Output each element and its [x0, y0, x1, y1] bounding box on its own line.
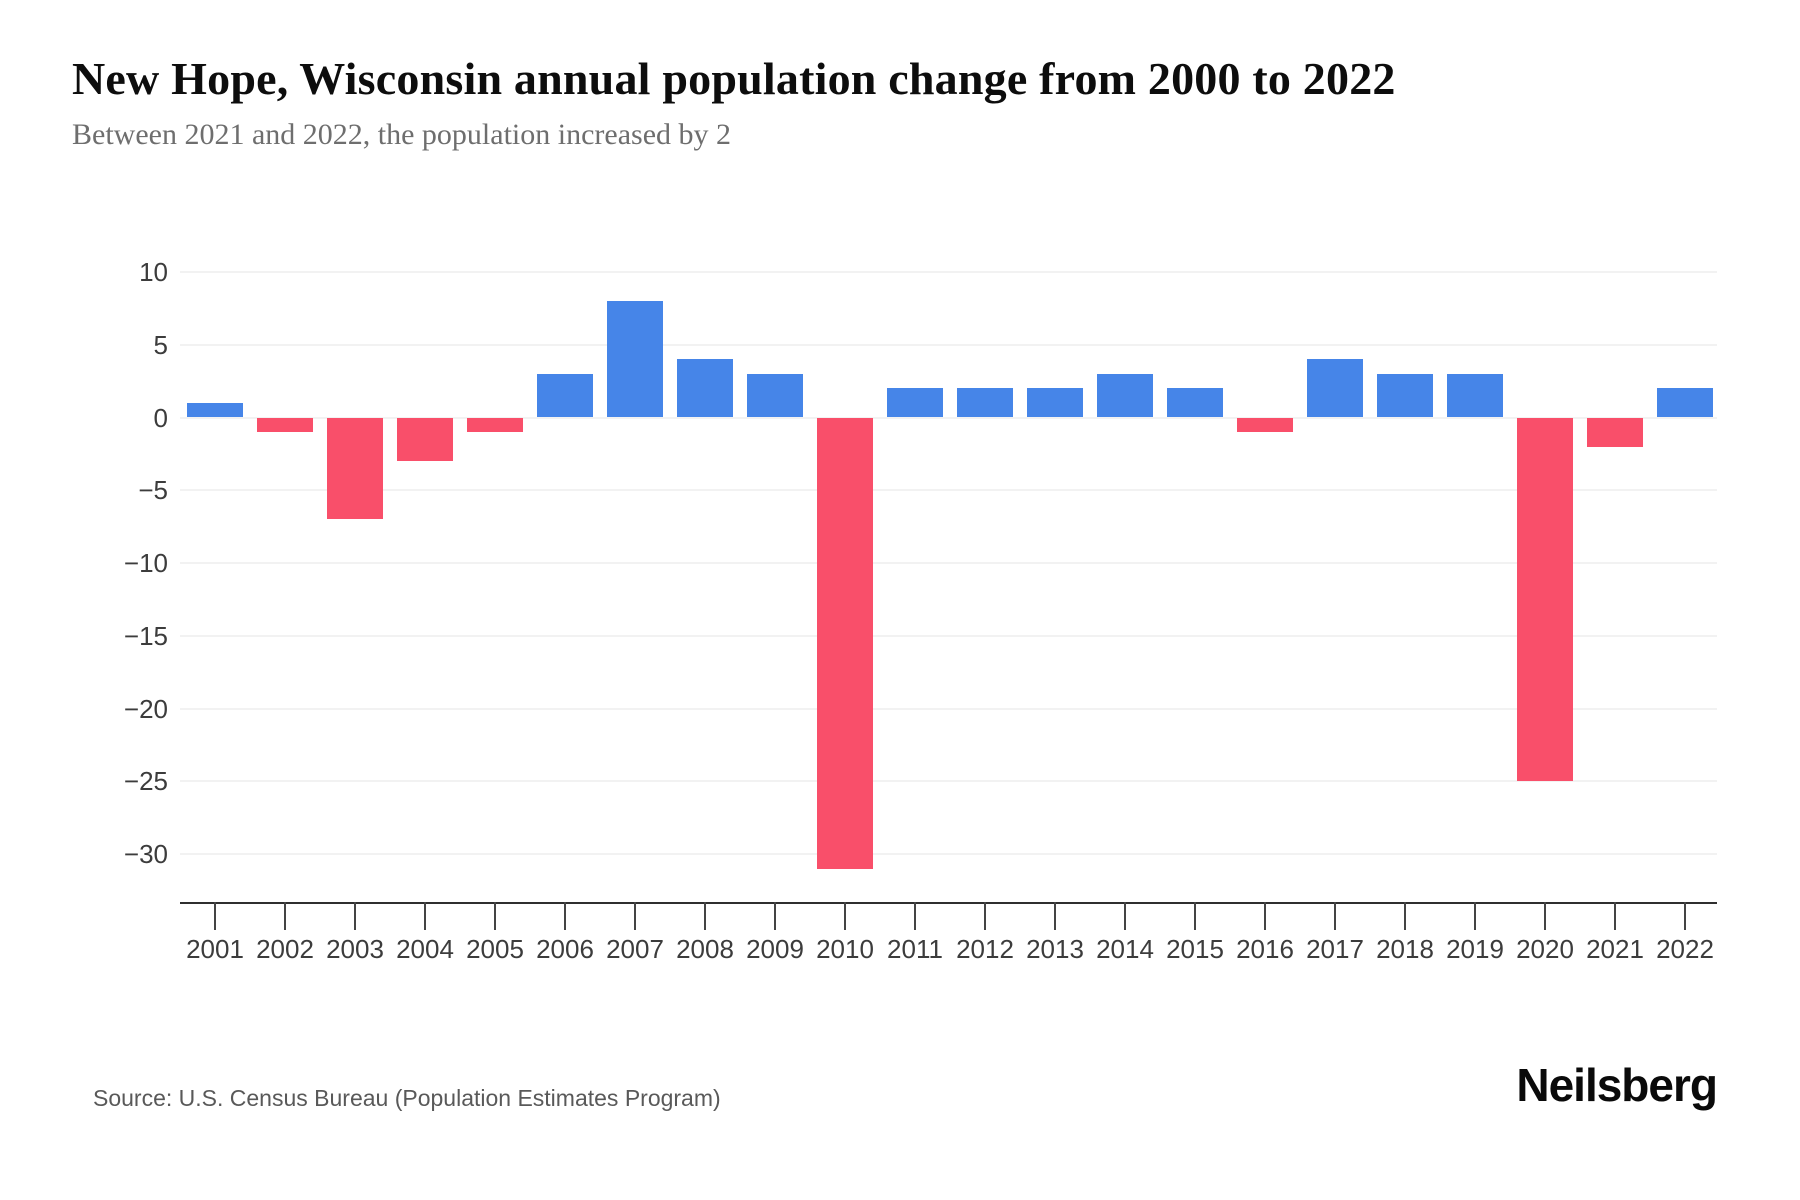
neilsberg-logo: Neilsberg — [1516, 1059, 1718, 1111]
y-tick-label--5: −5 — [138, 475, 168, 506]
x-tick-2014 — [1124, 902, 1126, 930]
x-tick-2018 — [1404, 902, 1406, 930]
x-tick-label-2005: 2005 — [466, 934, 524, 964]
x-tick-label-2004: 2004 — [396, 934, 454, 964]
bar-2006 — [537, 373, 593, 418]
x-tick-2005 — [494, 902, 496, 930]
bar-2020 — [1517, 417, 1573, 782]
gridline--15 — [180, 634, 1717, 637]
bar-2016 — [1237, 417, 1293, 433]
bar-2021 — [1587, 417, 1643, 447]
gridline-0 — [180, 416, 1717, 419]
bar-2002 — [257, 417, 313, 433]
bar-2003 — [327, 417, 383, 520]
bar-2010 — [817, 417, 873, 869]
bar-2014 — [1097, 373, 1153, 418]
y-axis-labels: 10 5 0 −5 −10 −15 −20 −25 −30 — [0, 0, 168, 1000]
y-tick-label-10: 10 — [139, 257, 168, 287]
x-tick-label-2007: 2007 — [606, 934, 664, 964]
bar-2004 — [397, 417, 453, 462]
source-note: Source: U.S. Census Bureau (Population E… — [93, 1085, 721, 1111]
x-tick-2003 — [354, 902, 356, 930]
gridline--20 — [180, 707, 1717, 710]
gridline--30 — [180, 853, 1717, 855]
chart-subtitle: Between 2021 and 2022, the population in… — [72, 118, 732, 151]
x-tick-2015 — [1194, 902, 1196, 930]
x-tick-label-2006: 2006 — [536, 934, 594, 964]
bar-2015 — [1167, 388, 1223, 418]
x-tick-label-2018: 2018 — [1376, 934, 1434, 964]
x-tick-label-2016: 2016 — [1236, 934, 1294, 964]
bar-2012 — [957, 388, 1013, 418]
bar-2007 — [607, 301, 663, 418]
bar-2019 — [1447, 373, 1503, 418]
chart-title: New Hope, Wisconsin annual population ch… — [72, 53, 1396, 104]
x-tick-2008 — [704, 902, 706, 930]
y-tick-label--15: −15 — [123, 620, 168, 651]
bar-2011 — [887, 388, 943, 418]
bar-2013 — [1027, 388, 1083, 418]
x-tick-label-2019: 2019 — [1446, 934, 1504, 964]
bar-2018 — [1377, 373, 1433, 418]
x-axis-line — [180, 902, 1717, 904]
x-tick-2016 — [1264, 902, 1266, 930]
x-tick-label-2002: 2002 — [256, 934, 314, 964]
gridline-10 — [180, 271, 1717, 273]
x-tick-label-2017: 2017 — [1306, 934, 1364, 964]
x-tick-2019 — [1474, 902, 1476, 930]
x-tick-2022 — [1684, 902, 1686, 930]
x-tick-label-2022: 2022 — [1656, 934, 1714, 964]
x-tick-label-2012: 2012 — [956, 934, 1014, 964]
bar-2005 — [467, 417, 523, 433]
plot-area: 2001 2002 2003 2004 2005 2006 2007 2008 2009 2010… — [180, 230, 1717, 964]
bar-2001 — [187, 402, 243, 418]
x-tick-label-2001: 2001 — [186, 934, 244, 964]
x-tick-2007 — [634, 902, 636, 930]
x-tick-label-2010: 2010 — [816, 934, 874, 964]
y-tick-label-5: 5 — [153, 329, 168, 360]
x-tick-2021 — [1614, 902, 1616, 930]
bar-2022 — [1657, 388, 1713, 418]
x-tick-2012 — [984, 902, 986, 930]
x-tick-label-2015: 2015 — [1166, 934, 1224, 964]
gridline--25 — [180, 780, 1717, 783]
x-tick-2017 — [1334, 902, 1336, 930]
x-tick-2009 — [774, 902, 776, 930]
x-tick-2002 — [284, 902, 286, 930]
x-tick-label-2003: 2003 — [326, 934, 384, 964]
y-tick-label--30: −30 — [123, 839, 168, 869]
x-tick-label-2014: 2014 — [1096, 934, 1154, 964]
x-tick-2020 — [1544, 902, 1546, 930]
x-tick-label-2011: 2011 — [887, 934, 943, 964]
y-tick-label--25: −25 — [123, 766, 168, 797]
bar-2017 — [1307, 359, 1363, 418]
bar-2009 — [747, 373, 803, 418]
x-tick-label-2013: 2013 — [1026, 934, 1084, 964]
y-tick-label-0: 0 — [153, 402, 168, 433]
gridline--5 — [180, 489, 1717, 492]
x-tick-2004 — [424, 902, 426, 930]
population-change-chart: New Hope, Wisconsin annual population ch… — [0, 0, 1717, 1000]
y-tick-label--20: −20 — [123, 693, 168, 724]
x-tick-2011 — [914, 902, 916, 930]
x-tick-2001 — [214, 902, 216, 930]
x-tick-label-2008: 2008 — [676, 934, 734, 964]
gridline-5 — [180, 343, 1717, 346]
gridline--10 — [180, 562, 1717, 564]
x-tick-label-2020: 2020 — [1516, 934, 1574, 964]
bar-2008 — [677, 359, 733, 418]
x-tick-2013 — [1054, 902, 1056, 930]
x-tick-label-2021: 2021 — [1586, 934, 1644, 964]
y-tick-label--10: −10 — [123, 548, 168, 578]
x-tick-label-2009: 2009 — [746, 934, 804, 964]
x-tick-2010 — [844, 902, 846, 930]
x-tick-2006 — [564, 902, 566, 930]
